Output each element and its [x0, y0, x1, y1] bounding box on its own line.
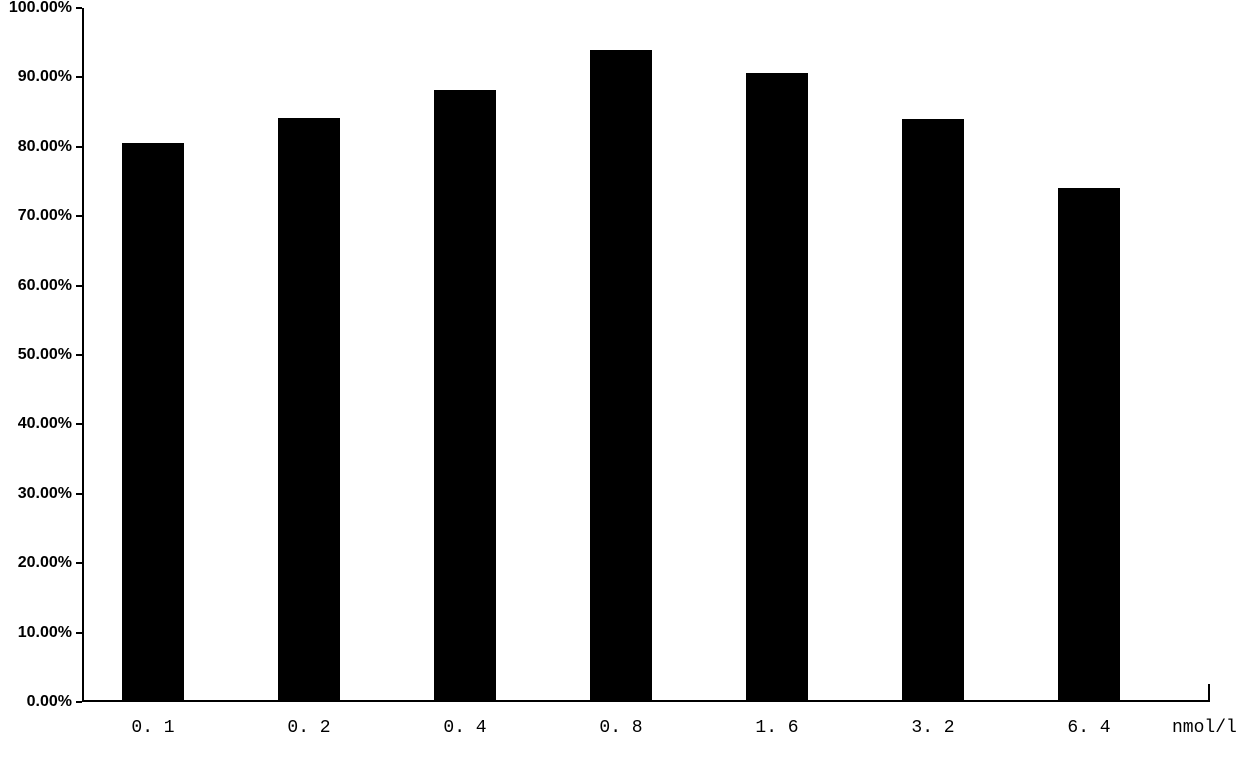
y-tick-label: 60.00%	[18, 277, 72, 295]
y-tick-label: 100.00%	[9, 0, 72, 17]
x-axis-unit-label: nmol/l	[1172, 718, 1237, 738]
y-tick	[76, 632, 82, 634]
y-tick	[76, 76, 82, 78]
y-tick	[76, 423, 82, 425]
y-tick-label: 0.00%	[27, 693, 72, 711]
bar	[746, 73, 808, 702]
bar	[590, 50, 652, 702]
y-tick	[76, 7, 82, 9]
x-tick-label: 0. 4	[425, 718, 505, 738]
bar-chart: 0.00% 10.00% 20.00% 30.00% 40.00% 50.00% 60.00…	[0, 0, 1240, 758]
x-tick-label: 0. 1	[113, 718, 193, 738]
y-tick-label: 20.00%	[18, 554, 72, 572]
y-tick-label: 40.00%	[18, 415, 72, 433]
x-tick-label: 0. 2	[269, 718, 349, 738]
y-tick	[76, 354, 82, 356]
y-tick-label: 90.00%	[18, 68, 72, 86]
y-tick-label: 50.00%	[18, 346, 72, 364]
y-tick	[76, 215, 82, 217]
x-tick-label: 0. 8	[581, 718, 661, 738]
y-tick	[76, 701, 82, 703]
bar	[902, 119, 964, 702]
bar	[434, 90, 496, 702]
y-tick-label: 80.00%	[18, 138, 72, 156]
y-tick-label: 30.00%	[18, 485, 72, 503]
x-tick-label: 6. 4	[1049, 718, 1129, 738]
y-tick	[76, 146, 82, 148]
bar	[278, 118, 340, 702]
y-tick	[76, 562, 82, 564]
x-tick-label: 1. 6	[737, 718, 817, 738]
y-tick-label: 10.00%	[18, 624, 72, 642]
y-tick-label: 70.00%	[18, 207, 72, 225]
y-tick	[76, 493, 82, 495]
x-tick-label: 3. 2	[893, 718, 973, 738]
bar	[122, 143, 184, 702]
x-axis-end-tick	[1208, 684, 1210, 702]
plot-area	[82, 8, 1210, 702]
y-tick	[76, 285, 82, 287]
y-axis	[82, 8, 84, 702]
bar	[1058, 188, 1120, 702]
